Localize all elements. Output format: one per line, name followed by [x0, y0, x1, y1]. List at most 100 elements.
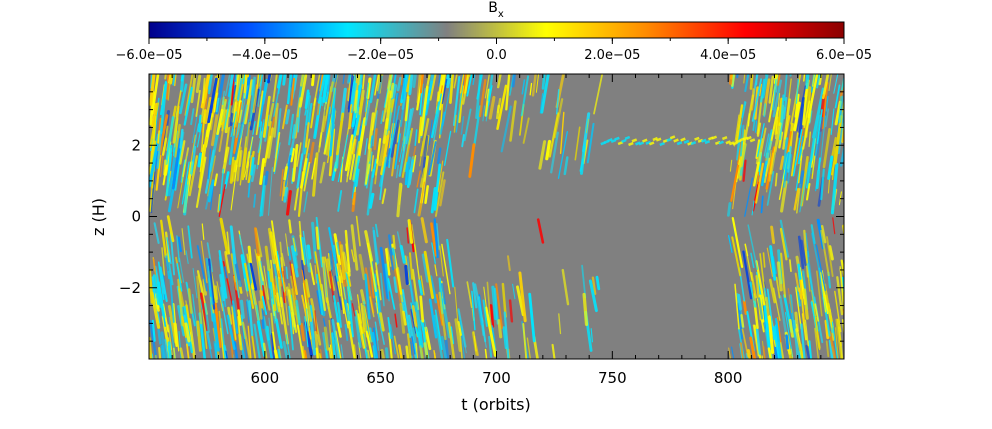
- field-streak: [198, 114, 202, 133]
- field-streak: [372, 229, 379, 265]
- field-streak: [179, 128, 184, 149]
- field-streak: [207, 77, 218, 124]
- field-streak: [541, 74, 546, 90]
- field-streak: [344, 323, 349, 342]
- field-streak: [157, 130, 161, 144]
- field-streak: [487, 85, 493, 106]
- field-streak: [248, 300, 254, 337]
- field-streak: [192, 123, 200, 153]
- field-streak: [413, 188, 419, 214]
- field-streak: [755, 137, 763, 165]
- field-streak: [586, 118, 589, 134]
- x-tick-label: 700: [482, 369, 511, 387]
- field-streak: [787, 154, 793, 184]
- field-streak: [289, 147, 295, 163]
- field-streak: [345, 272, 353, 300]
- field-streak: [787, 146, 792, 173]
- field-streak: [200, 240, 208, 284]
- field-streak: [165, 144, 173, 197]
- field-streak: [797, 155, 803, 184]
- wave-front-streak: [614, 136, 620, 141]
- colorbar: [148, 21, 845, 39]
- field-streak: [779, 155, 785, 170]
- field-streak: [375, 262, 382, 301]
- field-streak: [270, 220, 280, 271]
- field-streak: [207, 339, 213, 359]
- field-streak: [735, 104, 744, 142]
- field-streak: [319, 353, 322, 359]
- wave-front-streak: [749, 138, 756, 143]
- field-streak: [825, 96, 829, 112]
- field-streak: [774, 317, 782, 359]
- field-streak: [821, 74, 830, 100]
- field-streak: [218, 184, 226, 218]
- field-streak: [752, 285, 755, 301]
- field-streak: [227, 306, 233, 325]
- field-streak: [815, 244, 827, 295]
- field-streak: [205, 257, 214, 305]
- field-streak: [341, 251, 349, 274]
- field-streak: [204, 149, 215, 194]
- field-streak: [385, 263, 390, 292]
- field-streak: [817, 157, 821, 172]
- field-streak: [805, 232, 810, 258]
- field-streak: [815, 169, 821, 189]
- wave-front-streak: [621, 138, 627, 143]
- field-streak: [505, 74, 511, 111]
- field-streak: [267, 271, 273, 307]
- field-streak: [169, 232, 176, 276]
- field-streak: [283, 186, 289, 203]
- field-streak: [201, 223, 205, 240]
- field-streak: [155, 154, 162, 191]
- field-streak: [371, 98, 379, 131]
- field-streak: [489, 304, 495, 328]
- field-streak: [186, 343, 190, 359]
- field-streak: [749, 74, 754, 90]
- field-streak: [258, 300, 263, 320]
- field-streak: [786, 130, 792, 154]
- field-streak: [733, 114, 740, 147]
- field-streak: [352, 110, 356, 130]
- field-streak: [420, 275, 425, 296]
- field-streak: [331, 332, 337, 359]
- field-streak: [340, 269, 346, 300]
- field-streak: [175, 323, 180, 352]
- field-streak: [811, 155, 816, 180]
- field-streak: [472, 282, 478, 309]
- field-streak: [760, 78, 766, 103]
- field-streak: [833, 74, 839, 94]
- field-streak: [293, 186, 300, 211]
- field-streak: [398, 344, 403, 359]
- field-streak: [290, 77, 295, 106]
- field-streak: [734, 283, 740, 330]
- field-streak: [379, 246, 390, 300]
- field-streak: [439, 111, 446, 135]
- field-streak: [751, 200, 755, 216]
- field-streak: [187, 288, 193, 314]
- field-streak: [360, 303, 366, 333]
- field-streak: [215, 97, 220, 113]
- field-streak: [346, 272, 352, 287]
- field-streak: [782, 98, 791, 150]
- field-streak: [454, 318, 462, 352]
- field-streak: [766, 288, 775, 341]
- field-streak: [478, 79, 487, 118]
- field-streak: [311, 157, 317, 180]
- field-streak: [816, 74, 821, 89]
- field-streak: [221, 146, 230, 174]
- field-streak: [731, 217, 744, 268]
- field-streak: [251, 333, 257, 359]
- field-streak: [285, 266, 289, 280]
- field-streak: [558, 313, 562, 335]
- field-streak: [389, 82, 395, 99]
- field-streak: [185, 304, 192, 332]
- field-streak: [768, 278, 777, 304]
- field-streak: [229, 225, 237, 265]
- field-streak: [391, 144, 397, 177]
- field-streak: [802, 82, 809, 126]
- field-streak: [381, 130, 390, 167]
- field-streak: [419, 85, 429, 137]
- field-streak: [404, 264, 409, 285]
- field-streak: [343, 299, 351, 322]
- field-streak: [221, 303, 229, 335]
